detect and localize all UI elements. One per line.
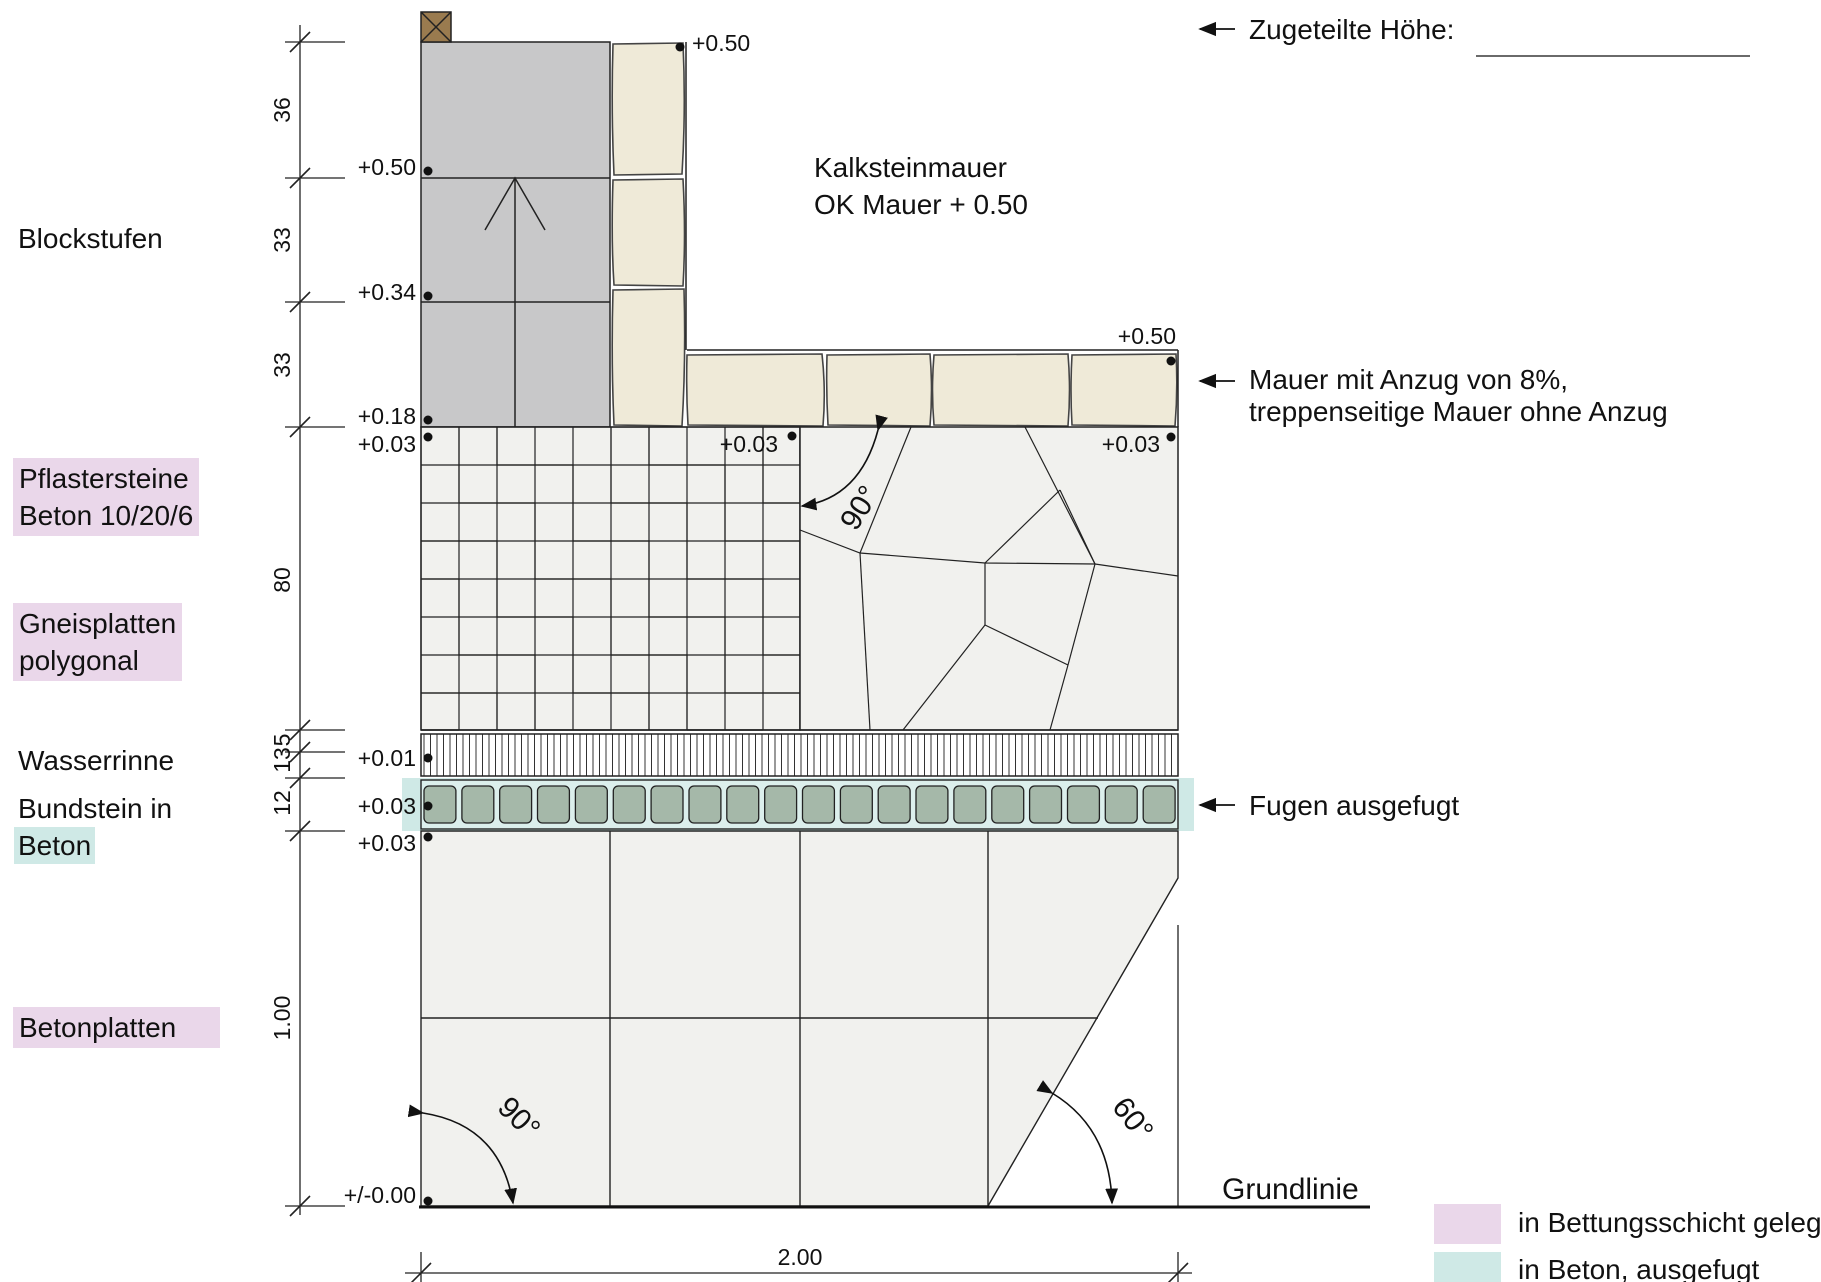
level-labels: +0.50 +0.50 +0.34 +0.18 +0.03 +0.03 +0.0… (344, 30, 1176, 1208)
label-bundstein-line-1: Bundstein in (18, 793, 173, 824)
level-step-2: +0.34 (358, 279, 416, 305)
batter-note-line-1: Mauer mit Anzug von 8%, (1249, 364, 1568, 395)
level-gutter: +0.01 (358, 745, 416, 771)
level-dots (423, 42, 1176, 1206)
dimension-labels: 36 33 33 80 13 5 12 1.00 2.00 (269, 97, 822, 1270)
bundstein-strip (402, 778, 1194, 831)
limestone-wall (611, 42, 1179, 427)
bundstein-block (1142, 785, 1176, 824)
level-paving-right: +0.03 (1102, 431, 1160, 457)
bundstein-block (953, 785, 987, 824)
level-top-wall: +0.50 (692, 30, 750, 56)
gneiss-polygonal-area (799, 426, 1179, 731)
angle-lower-right: 60° (1106, 1091, 1160, 1147)
angle-arcs (407, 414, 1119, 1205)
label-pflastersteine-line-2: Beton 10/20/6 (19, 500, 194, 531)
label-betonplatten: Betonplatten (13, 1007, 220, 1048)
water-channel (420, 729, 1179, 777)
joints-note: Fugen ausgefugt (1249, 790, 1459, 821)
block-steps (420, 11, 611, 428)
wall-title-line-2: OK Mauer + 0.50 (814, 189, 1028, 220)
legend-swatch-bedding (1434, 1204, 1501, 1244)
baseline-label: Grundlinie (1222, 1173, 1359, 1206)
label-pflastersteine-box: Pflastersteine Beton 10/20/6 (13, 458, 200, 536)
level-bund-bottom: +0.03 (358, 830, 416, 856)
level-bund-top: +0.03 (358, 793, 416, 819)
dim-1-00: 1.00 (269, 996, 295, 1041)
bundstein-block (536, 785, 571, 824)
bundstein-block (499, 785, 533, 824)
label-gneisplatten-box: Gneisplatten polygonal (13, 603, 183, 681)
bundstein-block (839, 785, 873, 824)
bundstein-block (726, 785, 760, 824)
label-wasserrinne: Wasserrinne (18, 745, 175, 776)
concrete-slabs (420, 830, 1179, 1207)
dim-80: 80 (269, 567, 295, 593)
bundstein-block (915, 785, 949, 824)
bundstein-block (688, 785, 722, 824)
dim-33-upper: 33 (269, 227, 295, 253)
dim-36: 36 (269, 97, 295, 123)
label-gneisplatten-line-2: polygonal (19, 645, 139, 676)
wall-title-line-1: Kalksteinmauer (814, 152, 1007, 183)
batter-note-line-2: treppenseitige Mauer ohne Anzug (1249, 396, 1668, 427)
bundstein-block (650, 785, 684, 824)
legend-label-bedding: in Bettungsschicht gelegt (1518, 1207, 1821, 1238)
legend-swatch-concrete (1434, 1252, 1501, 1282)
annotations: Kalksteinmauer OK Mauer + 0.50 Zugeteilt… (814, 14, 1668, 1206)
dim-12: 12 (269, 790, 295, 816)
bundstein-block (877, 785, 911, 824)
bundstein-block (461, 785, 495, 824)
bundstein-block (764, 785, 798, 824)
label-blockstufen: Blockstufen (18, 223, 163, 254)
dim-33-lower: 33 (269, 352, 295, 378)
leader-arrows (1198, 21, 1235, 813)
legend: in Bettungsschicht gelegt in Beton, ausg… (1434, 1204, 1821, 1282)
level-ground: +/-0.00 (344, 1182, 416, 1208)
height-label: Zugeteilte Höhe: (1249, 14, 1454, 45)
bundstein-block (801, 785, 836, 824)
dim-5: 5 (269, 734, 295, 747)
bundstein-block (1066, 785, 1101, 824)
level-step-1: +0.50 (358, 154, 416, 180)
level-wall-right: +0.50 (1118, 323, 1176, 349)
bundstein-block (1104, 785, 1138, 824)
label-gneisplatten-line-1: Gneisplatten (19, 608, 177, 639)
bundstein-block (574, 785, 608, 824)
bundstein-block (1028, 785, 1063, 824)
level-paving-mid: +0.03 (720, 431, 778, 457)
label-bundstein-line-2: Beton (14, 827, 96, 864)
bundstein-block (991, 785, 1025, 824)
legend-label-concrete: in Beton, ausgefugt (1518, 1254, 1760, 1282)
level-paving-left: +0.03 (358, 431, 416, 457)
label-pflastersteine-line-1: Pflastersteine (19, 463, 189, 494)
level-step-3: +0.18 (358, 403, 416, 429)
bundstein-block (612, 785, 646, 824)
width-dimension (405, 925, 1192, 1282)
vertical-dimension-chain (285, 25, 345, 1217)
concrete-paving-area (420, 426, 801, 731)
dim-13: 13 (269, 747, 295, 773)
dim-2-00: 2.00 (778, 1244, 823, 1270)
